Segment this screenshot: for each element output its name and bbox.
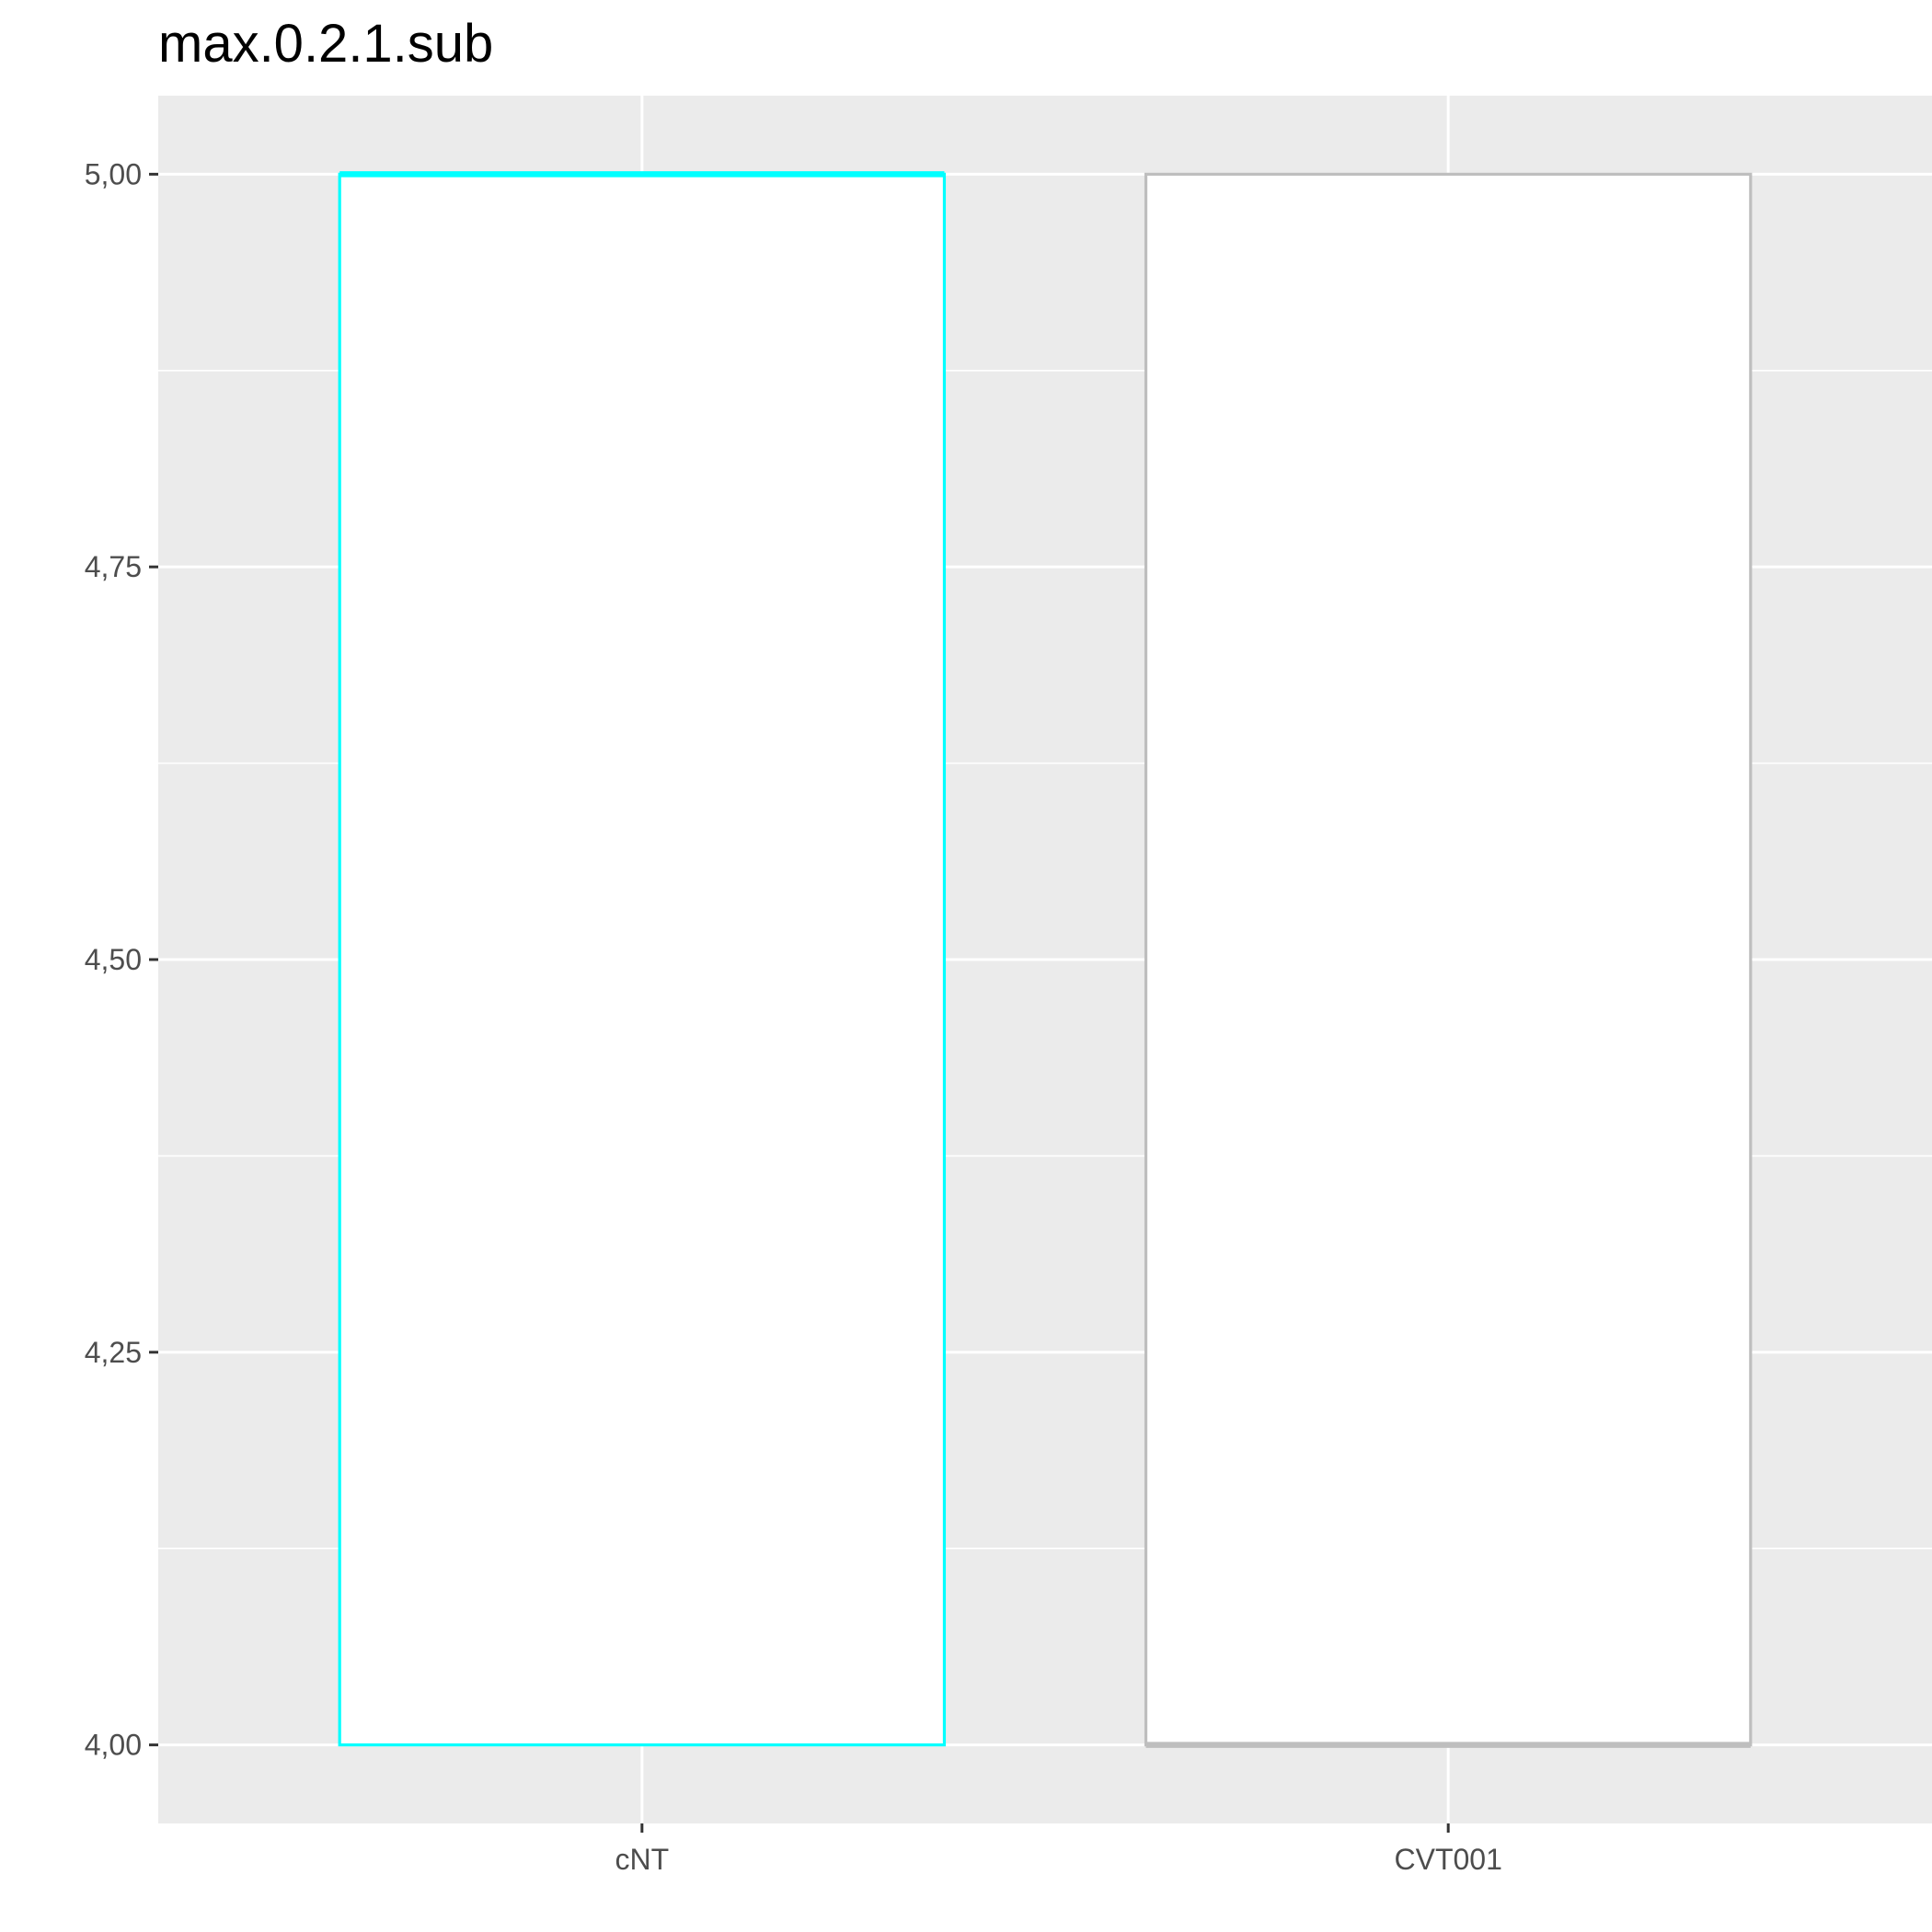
x-tick-label: cNT bbox=[615, 1843, 669, 1876]
box-CVT001 bbox=[1144, 172, 1753, 1747]
y-tick-label: 4,00 bbox=[85, 1729, 142, 1762]
y-tick-label: 4,75 bbox=[85, 550, 142, 583]
y-tick-label: 5,00 bbox=[85, 157, 142, 190]
box-cNT bbox=[338, 172, 947, 1747]
x-tick-label: CVT001 bbox=[1394, 1843, 1501, 1876]
y-tick-label: 4,25 bbox=[85, 1336, 142, 1369]
y-tick-label: 4,50 bbox=[85, 943, 142, 976]
chart-title: max.0.2.1.sub bbox=[158, 14, 494, 74]
